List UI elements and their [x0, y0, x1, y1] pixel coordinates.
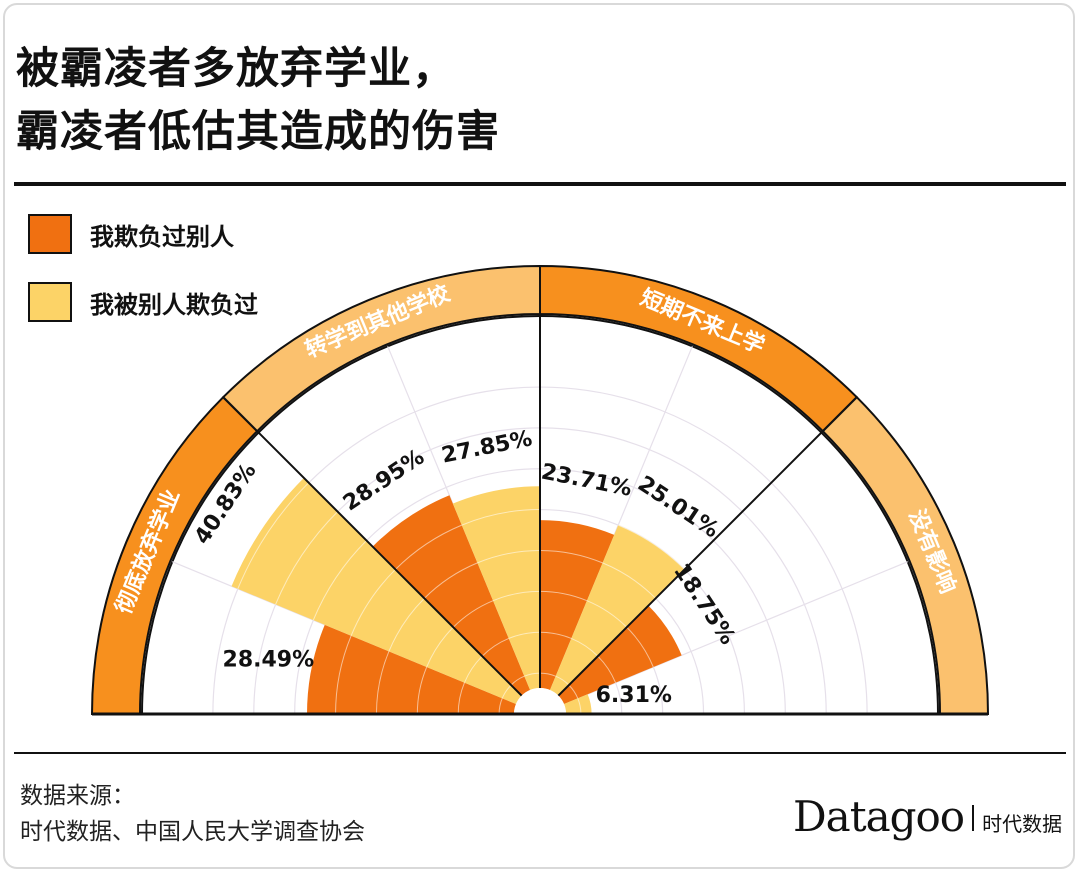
value-label-bully-0: 28.49% [223, 647, 315, 672]
footer-divider [14, 752, 1066, 754]
bar-grid-line [571, 637, 599, 657]
source-label: 数据来源： [20, 783, 135, 809]
bar-grid-line [586, 600, 628, 628]
brand-logo: Datagoo 时代数据 [793, 792, 1062, 841]
legend-label-victim: 我被别人欺负过 [90, 290, 258, 319]
bar-grid-line [539, 631, 572, 639]
legend-label-bully: 我欺负过别人 [90, 222, 234, 251]
brand-name: Datagoo [793, 792, 965, 841]
bar-grid-line [237, 482, 310, 590]
bar-grid-line [539, 549, 603, 564]
bar-grid-line [492, 590, 541, 602]
bar-grid-line [275, 511, 338, 605]
group-divider [539, 396, 858, 715]
bar-bully-0 [307, 624, 516, 714]
bar-grid-line [597, 655, 617, 683]
legend-swatch-victim [28, 282, 72, 322]
source-block: 数据来源： 时代数据、中国人民大学调查协会 [20, 778, 365, 850]
bar-grid-line [335, 635, 352, 715]
title-line-1: 被霸凌者多放弃学业， [16, 44, 456, 94]
bar-grid-line [626, 626, 654, 668]
bar-grid-line [477, 549, 541, 564]
bar-victim-2 [549, 525, 685, 696]
bar-grid-line [426, 626, 454, 668]
title-line-2: 霸凌者低估其造成的伤害 [16, 107, 500, 157]
bar-grid-line [375, 651, 390, 715]
bar-bully-2 [540, 520, 615, 690]
legend-item-bully: 我欺负过别人 [28, 212, 234, 256]
bar-grid-line [481, 637, 509, 657]
bar-grid-line [463, 655, 483, 683]
bar-grid-line [312, 540, 367, 621]
bar-grid-line [350, 569, 396, 636]
bar-grid-line [452, 600, 494, 628]
value-label-victim-3: 6.31% [596, 683, 672, 708]
brand-cn: 时代数据 [982, 812, 1063, 836]
bar-grid-line [423, 562, 478, 599]
legend-swatch-bully [28, 214, 72, 254]
bar-victim-1 [452, 486, 540, 690]
bar-grid-line [602, 562, 657, 599]
bar-grid-line [508, 631, 541, 639]
chart-title: 被霸凌者多放弃学业， 霸凌者低估其造成的伤害 [16, 38, 500, 164]
bar-victim-3 [564, 694, 592, 714]
source-text: 时代数据、中国人民大学调查协会 [20, 819, 365, 845]
chart-card [3, 3, 1075, 869]
bar-bully-3 [558, 605, 682, 705]
bar-grid-line [618, 524, 685, 570]
bar-grid-line [539, 590, 588, 602]
bar-grid-line [388, 597, 425, 652]
bar-grid-line [395, 524, 462, 570]
bar-bully-1 [372, 495, 531, 696]
grid-spoke [539, 561, 908, 715]
group-divider [222, 396, 541, 715]
brand-separator [972, 805, 975, 831]
bar-grid-line [416, 666, 428, 715]
title-divider [14, 182, 1066, 186]
legend-item-victim: 我被别人欺负过 [28, 280, 258, 324]
bar-grid-line [461, 509, 541, 526]
